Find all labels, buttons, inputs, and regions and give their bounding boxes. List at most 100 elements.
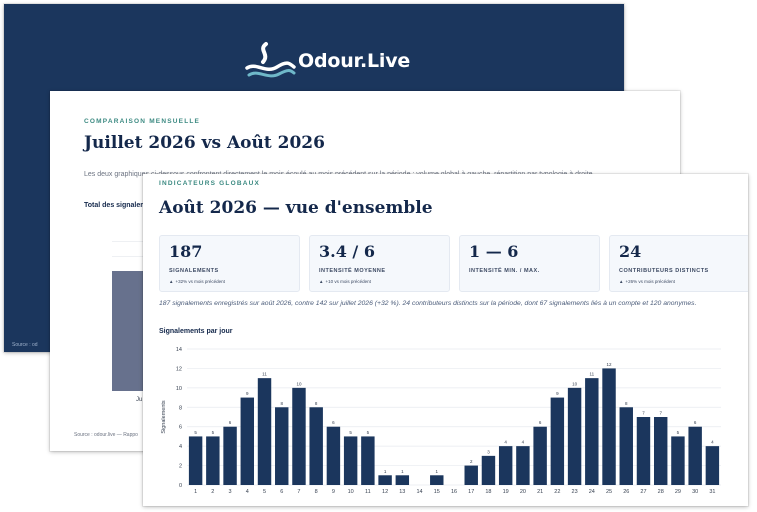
x-tick-label: 7	[297, 489, 300, 495]
bar-day-15	[430, 475, 444, 485]
x-tick-label: 21	[537, 489, 543, 495]
x-tick-label: 17	[468, 489, 474, 495]
x-tick-label: 6	[280, 489, 283, 495]
bar-data-label: 7	[659, 411, 662, 416]
bar-day-8	[309, 407, 323, 485]
bar-data-label: 2	[470, 459, 473, 464]
bar-data-label: 5	[349, 430, 352, 435]
y-tick-label: 4	[179, 444, 182, 450]
kpi-card-contributors: 24 CONTRIBUTEURS DISTINCTS ▲ +26% vs mois…	[609, 235, 748, 292]
x-tick-label: 30	[692, 489, 698, 495]
kpi-card-reports: 187 SIGNALEMENTS ▲ +32% vs mois précédent	[159, 235, 300, 292]
x-tick-label: 14	[416, 489, 422, 495]
brand-name: Odour.Live	[298, 50, 411, 72]
trend-up-icon: ▲	[169, 279, 174, 284]
trend-up-icon: ▲	[319, 279, 324, 284]
bar-data-label: 4	[711, 440, 714, 445]
kpi-label: INTENSITÉ MOYENNE	[319, 268, 386, 274]
bar-day-11	[361, 436, 375, 485]
bar-data-label: 6	[332, 420, 335, 425]
trend-up-icon: ▲	[619, 279, 624, 284]
bar-data-label: 6	[229, 420, 232, 425]
page-title: Août 2026 — vue d'ensemble	[159, 198, 433, 218]
bar-data-label: 6	[539, 420, 542, 425]
x-tick-label: 4	[246, 489, 249, 495]
bar-data-label: 8	[280, 401, 283, 406]
bar-day-23	[567, 387, 582, 485]
july-total-bar	[112, 271, 149, 391]
x-tick-label: 19	[503, 489, 509, 495]
x-tick-label: 9	[332, 489, 335, 495]
bar-day-5	[257, 378, 272, 485]
bar-day-29	[671, 436, 685, 485]
x-tick-label: 29	[675, 489, 681, 495]
bar-data-label: 7	[642, 411, 645, 416]
x-tick-label: 31	[709, 489, 715, 495]
bar-data-label: 10	[296, 381, 302, 386]
bar-data-label: 1	[436, 469, 439, 474]
bar-data-label: 12	[607, 362, 613, 367]
bar-data-label: 5	[677, 430, 680, 435]
bar-day-10	[343, 436, 358, 485]
kpi-label: SIGNALEMENTS	[169, 268, 219, 274]
bar-data-label: 4	[522, 440, 525, 445]
x-tick-label: 22	[554, 489, 560, 495]
bar-day-6	[275, 407, 289, 485]
x-tick-label: 13	[399, 489, 405, 495]
x-tick-label: 18	[485, 489, 491, 495]
kpi-label: CONTRIBUTEURS DISTINCTS	[619, 268, 709, 274]
x-tick-label: 15	[434, 489, 440, 495]
section-eyebrow: COMPARAISON MENSUELLE	[84, 118, 201, 125]
daily-chart-heading: Signalements par jour	[159, 328, 233, 335]
x-tick-label: 10	[348, 489, 354, 495]
bar-day-30	[688, 426, 702, 485]
kpi-delta: ▲ +26% vs mois précédent	[619, 279, 675, 284]
cover-source-note: Source : od	[12, 342, 38, 348]
y-axis-label: Signalements	[161, 400, 167, 434]
x-tick-label: 5	[263, 489, 266, 495]
bar-data-label: 9	[246, 391, 249, 396]
y-tick-label: 10	[176, 386, 182, 392]
x-tick-label: 3	[229, 489, 232, 495]
bar-day-27	[636, 417, 651, 485]
bar-data-label: 11	[262, 372, 267, 377]
kpi-value: 187	[169, 242, 203, 261]
odour-wave-icon	[245, 42, 296, 78]
x-tick-label: 24	[589, 489, 595, 495]
bar-data-label: 11	[589, 372, 594, 377]
kpi-label: INTENSITÉ MIN. / MAX.	[469, 268, 540, 274]
bar-day-1	[188, 436, 203, 485]
bar-day-25	[602, 368, 616, 485]
x-tick-label: 28	[658, 489, 664, 495]
kpi-value: 3.4 / 6	[319, 242, 375, 261]
bar-day-12	[378, 475, 392, 485]
bar-day-20	[516, 446, 530, 485]
bar-day-21	[533, 426, 547, 485]
bar-day-17	[464, 465, 478, 485]
bar-day-28	[653, 417, 668, 485]
bar-day-7	[292, 387, 306, 485]
page-source-note: Source : odour.live — Rappo	[74, 432, 138, 438]
bar-data-label: 4	[504, 440, 507, 445]
bar-data-label: 5	[212, 430, 215, 435]
overview-page: INDICATEURS GLOBAUX Août 2026 — vue d'en…	[143, 174, 748, 506]
y-tick-label: 6	[179, 425, 182, 431]
bar-day-18	[481, 455, 496, 485]
kpi-delta: ▲ +10 vs mois précédent	[319, 279, 371, 284]
bar-data-label: 10	[572, 381, 578, 386]
y-tick-label: 0	[179, 483, 182, 489]
bar-day-2	[206, 436, 220, 485]
x-tick-label: 12	[382, 489, 388, 495]
x-tick-label: 16	[451, 489, 457, 495]
x-tick-label: 1	[194, 489, 197, 495]
bar-data-label: 1	[384, 469, 387, 474]
y-tick-label: 8	[179, 405, 182, 411]
bar-day-9	[326, 426, 341, 485]
x-tick-label: 25	[606, 489, 612, 495]
y-tick-label: 12	[176, 366, 182, 372]
bar-data-label: 6	[694, 420, 697, 425]
bar-day-4	[240, 397, 255, 485]
bar-data-label: 8	[625, 401, 628, 406]
x-tick-label: 2	[211, 489, 214, 495]
bar-day-3	[223, 426, 237, 485]
